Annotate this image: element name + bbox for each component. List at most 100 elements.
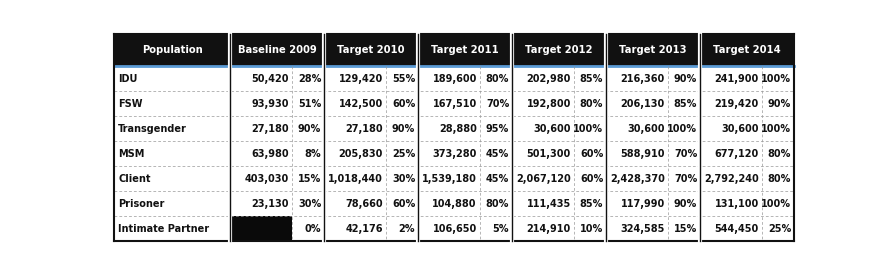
Text: 0%: 0% bbox=[305, 224, 322, 234]
Text: 2,067,120: 2,067,120 bbox=[517, 174, 571, 184]
Text: 2,428,370: 2,428,370 bbox=[610, 174, 665, 184]
Bar bbox=[114, 66, 794, 91]
Text: 85%: 85% bbox=[674, 99, 697, 109]
Text: 90%: 90% bbox=[768, 99, 791, 109]
Text: 90%: 90% bbox=[392, 123, 416, 134]
Text: 27,180: 27,180 bbox=[346, 123, 383, 134]
Bar bbox=[114, 166, 794, 191]
Text: 10%: 10% bbox=[580, 224, 603, 234]
Bar bbox=[418, 34, 512, 66]
Text: 324,585: 324,585 bbox=[620, 224, 665, 234]
Text: 100%: 100% bbox=[761, 74, 791, 84]
Text: 30%: 30% bbox=[298, 199, 322, 209]
Text: 70%: 70% bbox=[674, 149, 697, 159]
Text: 80%: 80% bbox=[579, 99, 603, 109]
Text: FSW: FSW bbox=[119, 99, 143, 109]
Text: Target 2011: Target 2011 bbox=[431, 45, 499, 55]
Text: 403,030: 403,030 bbox=[245, 174, 289, 184]
Text: 1,539,180: 1,539,180 bbox=[422, 174, 477, 184]
Text: 63,980: 63,980 bbox=[252, 149, 289, 159]
Text: 80%: 80% bbox=[768, 149, 791, 159]
Text: 117,990: 117,990 bbox=[621, 199, 665, 209]
Text: Target 2012: Target 2012 bbox=[525, 45, 593, 55]
Bar bbox=[114, 91, 794, 116]
Text: 60%: 60% bbox=[580, 174, 603, 184]
Text: Client: Client bbox=[119, 174, 151, 184]
Text: Target 2013: Target 2013 bbox=[619, 45, 687, 55]
Bar bbox=[114, 141, 794, 166]
Text: 50,420: 50,420 bbox=[252, 74, 289, 84]
Text: 8%: 8% bbox=[305, 149, 322, 159]
Bar bbox=[324, 34, 418, 66]
Bar bbox=[114, 191, 794, 216]
Text: 219,420: 219,420 bbox=[715, 99, 759, 109]
Text: Population: Population bbox=[142, 45, 202, 55]
Text: 30,600: 30,600 bbox=[533, 123, 571, 134]
Text: 80%: 80% bbox=[768, 174, 791, 184]
Text: 1,018,440: 1,018,440 bbox=[328, 174, 383, 184]
Text: 15%: 15% bbox=[298, 174, 322, 184]
Text: 60%: 60% bbox=[580, 149, 603, 159]
Text: 106,650: 106,650 bbox=[432, 224, 477, 234]
Text: 45%: 45% bbox=[486, 149, 509, 159]
Text: 25%: 25% bbox=[392, 149, 416, 159]
Text: Intimate Partner: Intimate Partner bbox=[119, 224, 209, 234]
Text: 90%: 90% bbox=[674, 199, 697, 209]
Text: 28%: 28% bbox=[298, 74, 322, 84]
Bar bbox=[230, 34, 324, 66]
Bar bbox=[114, 116, 794, 141]
Text: 30,600: 30,600 bbox=[721, 123, 759, 134]
Text: 544,450: 544,450 bbox=[715, 224, 759, 234]
Text: 95%: 95% bbox=[486, 123, 509, 134]
Text: 30,600: 30,600 bbox=[627, 123, 665, 134]
Text: IDU: IDU bbox=[119, 74, 137, 84]
Text: 588,910: 588,910 bbox=[620, 149, 665, 159]
Text: 100%: 100% bbox=[761, 199, 791, 209]
Text: 2,792,240: 2,792,240 bbox=[704, 174, 759, 184]
Bar bbox=[512, 34, 606, 66]
Text: 27,180: 27,180 bbox=[252, 123, 289, 134]
Text: 501,300: 501,300 bbox=[526, 149, 571, 159]
Text: 241,900: 241,900 bbox=[715, 74, 759, 84]
Text: 131,100: 131,100 bbox=[715, 199, 759, 209]
Text: 85%: 85% bbox=[579, 199, 603, 209]
Text: 192,800: 192,800 bbox=[526, 99, 571, 109]
Text: 100%: 100% bbox=[667, 123, 697, 134]
Text: 129,420: 129,420 bbox=[338, 74, 383, 84]
Text: 80%: 80% bbox=[486, 199, 509, 209]
Text: 111,435: 111,435 bbox=[526, 199, 571, 209]
Text: 214,910: 214,910 bbox=[526, 224, 571, 234]
Text: Target 2010: Target 2010 bbox=[338, 45, 405, 55]
Bar bbox=[114, 216, 794, 241]
Text: 205,830: 205,830 bbox=[338, 149, 383, 159]
Text: Prisoner: Prisoner bbox=[119, 199, 165, 209]
Text: Target 2014: Target 2014 bbox=[713, 45, 781, 55]
Text: 78,660: 78,660 bbox=[346, 199, 383, 209]
Text: 25%: 25% bbox=[768, 224, 791, 234]
Text: 70%: 70% bbox=[486, 99, 509, 109]
Text: 100%: 100% bbox=[573, 123, 603, 134]
Text: 216,360: 216,360 bbox=[621, 74, 665, 84]
Text: 189,600: 189,600 bbox=[432, 74, 477, 84]
Text: 142,500: 142,500 bbox=[338, 99, 383, 109]
Text: 2%: 2% bbox=[399, 224, 416, 234]
Text: 28,880: 28,880 bbox=[439, 123, 477, 134]
Text: 5%: 5% bbox=[493, 224, 509, 234]
Bar bbox=[114, 34, 230, 66]
Text: 23,130: 23,130 bbox=[252, 199, 289, 209]
Text: 80%: 80% bbox=[486, 74, 509, 84]
Text: 51%: 51% bbox=[298, 99, 322, 109]
Bar bbox=[700, 34, 794, 66]
Text: 202,980: 202,980 bbox=[526, 74, 571, 84]
Text: 677,120: 677,120 bbox=[715, 149, 759, 159]
Text: Transgender: Transgender bbox=[119, 123, 187, 134]
Bar bbox=[230, 216, 291, 241]
Text: MSM: MSM bbox=[119, 149, 144, 159]
Text: 60%: 60% bbox=[392, 199, 416, 209]
Text: 70%: 70% bbox=[674, 174, 697, 184]
Text: 60%: 60% bbox=[392, 99, 416, 109]
Text: 42,176: 42,176 bbox=[346, 224, 383, 234]
Text: 55%: 55% bbox=[392, 74, 416, 84]
Text: 30%: 30% bbox=[392, 174, 416, 184]
Text: Baseline 2009: Baseline 2009 bbox=[237, 45, 316, 55]
